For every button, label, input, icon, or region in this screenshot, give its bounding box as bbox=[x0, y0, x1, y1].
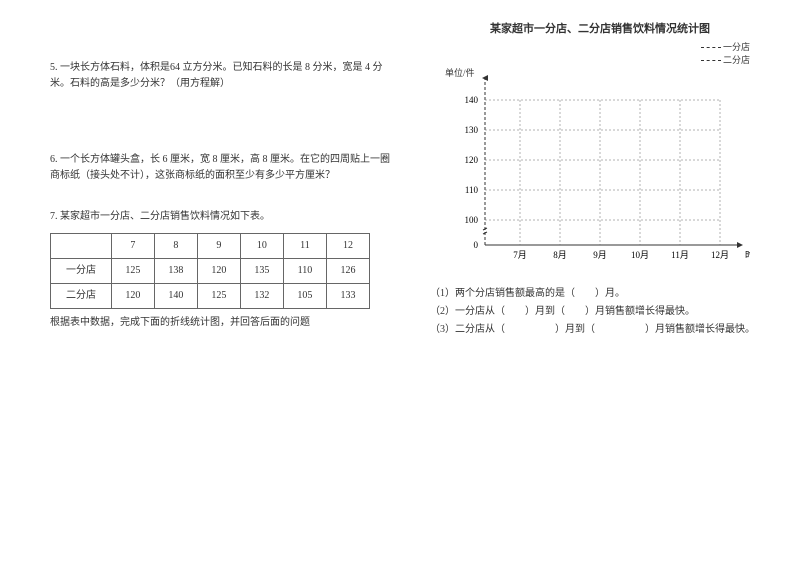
sub-questions: （1）两个分店销售额最高的是（ ）月。 （2）一分店从（ ）月到（ ）月销售额增… bbox=[430, 285, 770, 339]
q6-text: 6. 一个长方体罐头盒，长 6 厘米，宽 8 厘米，高 8 厘米。在它的四周贴上… bbox=[50, 154, 390, 181]
table-cell: 135 bbox=[240, 259, 283, 284]
subq-3: （3）二分店从（ ）月到（ ）月销售额增长得最快。 bbox=[430, 321, 770, 339]
table-cell: 120 bbox=[197, 259, 240, 284]
table-cell: 140 bbox=[154, 284, 197, 309]
table-cell: 126 bbox=[326, 259, 369, 284]
y-tick: 140 bbox=[465, 95, 479, 105]
table-cell: 9 bbox=[197, 234, 240, 259]
q5-text: 5. 一块长方体石料，体积是64 立方分米。已知石料的长是 8 分米，宽是 4 … bbox=[50, 62, 383, 89]
blank bbox=[575, 285, 595, 303]
table-row: 一分店 125 138 120 135 110 126 bbox=[51, 259, 370, 284]
y-tick: 130 bbox=[465, 125, 479, 135]
subq-1: （1）两个分店销售额最高的是（ ）月。 bbox=[430, 285, 770, 303]
table-cell: 125 bbox=[111, 259, 154, 284]
legend-line-icon bbox=[701, 47, 721, 48]
table-cell: 120 bbox=[111, 284, 154, 309]
y-tick: 100 bbox=[465, 215, 479, 225]
table-cell: 11 bbox=[283, 234, 326, 259]
question-6: 6. 一个长方体罐头盒，长 6 厘米，宽 8 厘米，高 8 厘米。在它的四周贴上… bbox=[50, 152, 390, 184]
x-axis-label: 时间／月 bbox=[745, 249, 750, 260]
table-cell bbox=[51, 234, 112, 259]
q7-intro: 7. 某家超市一分店、二分店销售饮料情况如下表。 bbox=[50, 209, 390, 225]
table-cell: 7 bbox=[111, 234, 154, 259]
table-cell: 一分店 bbox=[51, 259, 112, 284]
question-7: 7. 某家超市一分店、二分店销售饮料情况如下表。 7 8 9 10 11 12 … bbox=[50, 209, 390, 331]
x-tick: 12月 bbox=[711, 250, 729, 260]
y-axis-title: 单位/件 bbox=[445, 66, 475, 79]
blank bbox=[565, 303, 585, 321]
subq-2: （2）一分店从（ ）月到（ ）月销售额增长得最快。 bbox=[430, 303, 770, 321]
x-tick: 8月 bbox=[553, 250, 567, 260]
blank bbox=[505, 321, 555, 339]
x-tick: 10月 bbox=[631, 250, 649, 260]
table-cell: 105 bbox=[283, 284, 326, 309]
chart-area: 单位/件 bbox=[450, 70, 750, 270]
table-cell: 8 bbox=[154, 234, 197, 259]
line-chart: 140 130 120 110 100 0 7月 8月 9月 10月 11月 1… bbox=[450, 70, 750, 270]
data-table: 7 8 9 10 11 12 一分店 125 138 120 135 110 1… bbox=[50, 233, 370, 309]
table-cell: 125 bbox=[197, 284, 240, 309]
legend-1: 一分店 bbox=[723, 42, 750, 52]
table-cell: 138 bbox=[154, 259, 197, 284]
chart-title: 某家超市一分店、二分店销售饮料情况统计图 bbox=[430, 20, 770, 36]
y-tick: 110 bbox=[465, 185, 479, 195]
table-row: 7 8 9 10 11 12 bbox=[51, 234, 370, 259]
legend-2: 二分店 bbox=[723, 55, 750, 65]
blank bbox=[505, 303, 525, 321]
legend-line-icon bbox=[701, 60, 721, 61]
q7-footer: 根据表中数据，完成下面的折线统计图，并回答后面的问题 bbox=[50, 315, 390, 331]
x-tick: 7月 bbox=[513, 250, 527, 260]
y-tick: 0 bbox=[474, 240, 479, 250]
table-cell: 132 bbox=[240, 284, 283, 309]
table-cell: 110 bbox=[283, 259, 326, 284]
table-cell: 133 bbox=[326, 284, 369, 309]
x-tick: 9月 bbox=[593, 250, 607, 260]
y-tick: 120 bbox=[465, 155, 479, 165]
table-row: 二分店 120 140 125 132 105 133 bbox=[51, 284, 370, 309]
x-tick: 11月 bbox=[671, 250, 689, 260]
table-cell: 10 bbox=[240, 234, 283, 259]
question-5: 5. 一块长方体石料，体积是64 立方分米。已知石料的长是 8 分米，宽是 4 … bbox=[50, 60, 390, 92]
table-cell: 二分店 bbox=[51, 284, 112, 309]
table-cell: 12 bbox=[326, 234, 369, 259]
blank bbox=[595, 321, 645, 339]
chart-legend: 一分店 二分店 bbox=[430, 41, 770, 66]
